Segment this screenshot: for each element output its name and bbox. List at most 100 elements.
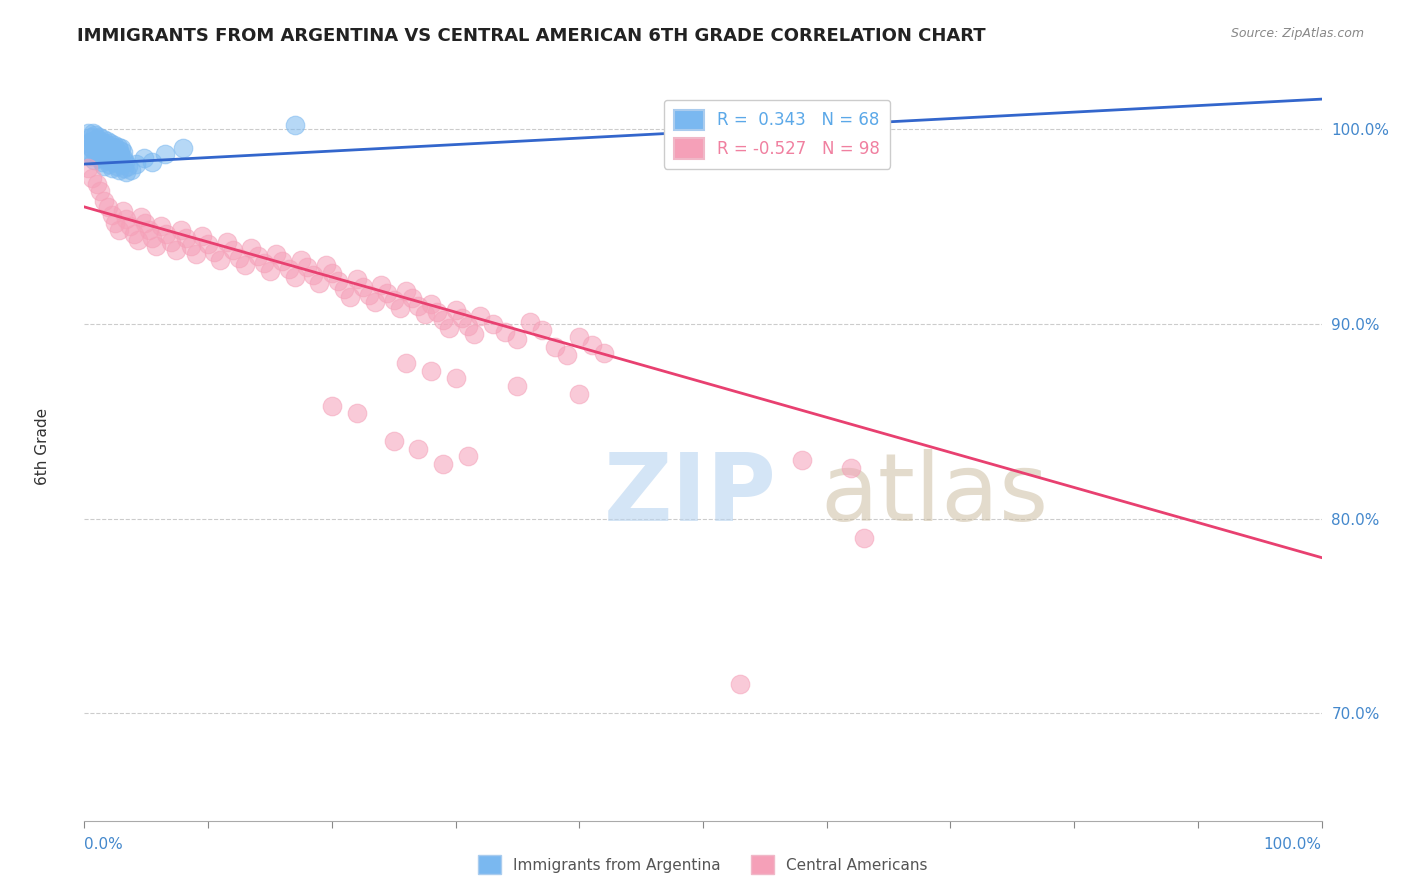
Point bbox=[77, 126, 100, 140]
Point bbox=[321, 399, 343, 413]
Point bbox=[97, 200, 120, 214]
Point bbox=[326, 274, 349, 288]
Point bbox=[97, 137, 120, 152]
Point bbox=[87, 136, 110, 150]
Point bbox=[419, 297, 441, 311]
Point bbox=[91, 132, 114, 146]
Point bbox=[110, 141, 132, 155]
Point bbox=[308, 276, 330, 290]
Point bbox=[253, 256, 276, 270]
Point bbox=[382, 434, 405, 448]
Point bbox=[593, 346, 616, 360]
Point bbox=[127, 233, 149, 247]
Point bbox=[89, 145, 111, 160]
Point bbox=[96, 153, 118, 168]
Point bbox=[419, 363, 441, 377]
Point bbox=[284, 270, 307, 285]
Point bbox=[80, 134, 103, 148]
Point bbox=[222, 243, 245, 257]
Point bbox=[91, 149, 114, 163]
Point bbox=[315, 259, 337, 273]
Point bbox=[117, 159, 139, 173]
Point bbox=[83, 153, 105, 168]
Point bbox=[408, 299, 430, 313]
Point bbox=[191, 229, 214, 244]
Point bbox=[160, 235, 183, 249]
Point bbox=[82, 126, 104, 140]
Point bbox=[277, 262, 299, 277]
Point bbox=[271, 254, 294, 268]
Point bbox=[240, 241, 263, 255]
Legend: R =  0.343   N = 68, R = -0.527   N = 98: R = 0.343 N = 68, R = -0.527 N = 98 bbox=[664, 100, 890, 169]
Point bbox=[96, 134, 118, 148]
Point bbox=[111, 203, 134, 218]
Point bbox=[246, 249, 269, 263]
Point bbox=[134, 215, 156, 229]
Point bbox=[388, 301, 411, 316]
Point bbox=[150, 219, 173, 234]
Point bbox=[105, 145, 128, 160]
Point bbox=[228, 251, 250, 265]
Point bbox=[432, 313, 454, 327]
Point bbox=[302, 268, 325, 282]
Point bbox=[89, 129, 111, 144]
Point bbox=[426, 305, 449, 319]
Point bbox=[111, 151, 134, 165]
Point bbox=[321, 266, 343, 280]
Point bbox=[107, 139, 129, 153]
Point bbox=[450, 310, 472, 325]
Text: Source: ZipAtlas.com: Source: ZipAtlas.com bbox=[1230, 27, 1364, 40]
Point bbox=[77, 161, 100, 175]
Point bbox=[120, 162, 142, 177]
Point bbox=[439, 320, 461, 334]
Point bbox=[107, 153, 129, 168]
Point bbox=[141, 231, 163, 245]
Point bbox=[481, 317, 503, 331]
Point bbox=[470, 309, 492, 323]
Point bbox=[202, 244, 225, 259]
Point bbox=[284, 118, 307, 132]
Point bbox=[122, 227, 145, 242]
Point bbox=[295, 260, 318, 275]
Point bbox=[346, 272, 368, 286]
Point bbox=[165, 243, 187, 257]
Point bbox=[184, 246, 207, 260]
Text: 6th Grade: 6th Grade bbox=[35, 408, 49, 484]
Point bbox=[170, 223, 193, 237]
Point bbox=[555, 348, 578, 362]
Text: 100.0%: 100.0% bbox=[1264, 837, 1322, 852]
Point bbox=[114, 155, 136, 169]
Point bbox=[86, 147, 108, 161]
Point bbox=[93, 194, 115, 208]
Point bbox=[98, 136, 121, 150]
Point bbox=[377, 285, 399, 300]
Point bbox=[104, 149, 127, 163]
Point bbox=[395, 284, 418, 298]
Point bbox=[155, 227, 177, 242]
Point bbox=[444, 371, 467, 385]
Point bbox=[93, 159, 115, 173]
Point bbox=[112, 161, 135, 175]
Point bbox=[98, 157, 121, 171]
Point bbox=[79, 129, 101, 144]
Point bbox=[100, 208, 122, 222]
Point bbox=[103, 155, 125, 169]
Point bbox=[728, 677, 751, 691]
Point bbox=[346, 407, 368, 421]
Point bbox=[84, 128, 107, 142]
Point bbox=[364, 295, 387, 310]
Point bbox=[790, 453, 813, 467]
Point bbox=[89, 151, 111, 165]
Point bbox=[215, 235, 238, 249]
Point bbox=[87, 141, 110, 155]
Point bbox=[93, 136, 115, 150]
Point bbox=[77, 136, 100, 150]
Point bbox=[197, 236, 219, 251]
Point bbox=[357, 287, 380, 301]
Point bbox=[104, 215, 127, 229]
Point bbox=[104, 141, 127, 155]
Point bbox=[111, 145, 134, 160]
Point bbox=[382, 293, 405, 308]
Text: atlas: atlas bbox=[821, 449, 1049, 541]
Point bbox=[395, 356, 418, 370]
